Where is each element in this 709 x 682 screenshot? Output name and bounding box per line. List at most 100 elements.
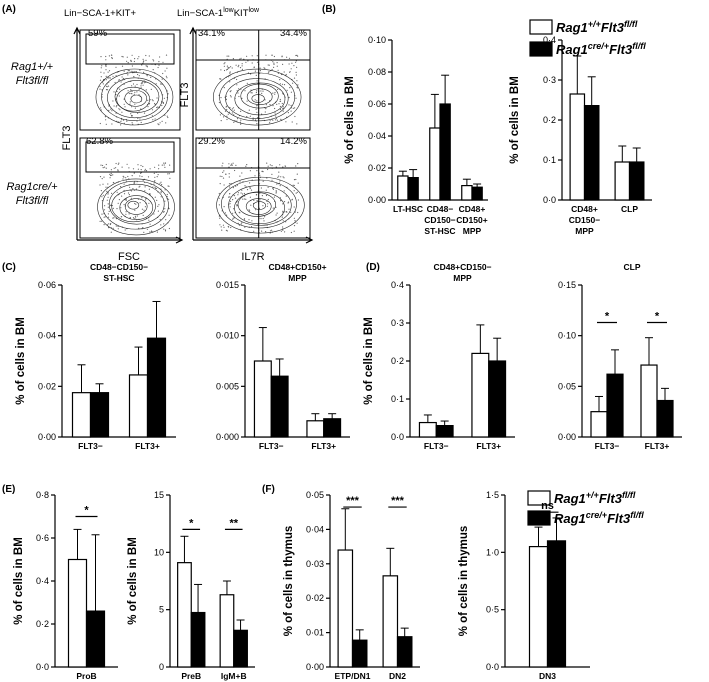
x-category-label: DN3 [539,671,556,681]
flow-event-dot [111,57,113,60]
y-tick-label: 0·05 [306,490,324,500]
flow-event-dot [285,221,287,223]
flow-event-dot [99,184,101,186]
flow-event-dot [271,165,273,167]
flow-event-dot [279,180,281,182]
flow-event-dot [231,67,233,69]
flow-event-dot [290,91,292,93]
flow-event-dot [107,183,109,185]
flow-event-dot [275,206,277,208]
flow-event-dot [137,168,139,170]
flow-event-dot [281,102,283,105]
flow-event-dot [128,92,130,95]
flow-event-dot [265,231,267,233]
flow-event-dot [219,175,221,177]
flow-event-dot [282,166,284,168]
flow-event-dot [229,206,231,208]
flow-event-dot [251,220,253,222]
flow-y-label-2: FLT3 [179,83,191,108]
legend-label-wt: Rag1+/+Flt3fl/fl [556,19,638,35]
flow-event-dot [121,65,124,67]
flow-event-dot [115,75,117,77]
flow-event-dot [140,164,142,167]
flow-event-dot [162,211,165,213]
flow-event-dot [290,68,292,70]
flow-event-dot [126,120,128,122]
flow-event-dot [99,79,102,81]
x-category-label: FLT3+ [476,441,501,451]
flow-event-dot [275,214,277,216]
flow-event-dot [230,164,232,166]
bar-wt [128,374,149,438]
flow-event-dot [296,222,298,224]
flow-event-dot [139,202,141,204]
flow-event-dot [156,176,158,178]
flow-event-dot [167,93,169,95]
flow-event-dot [286,89,288,91]
flow-event-dot [106,190,108,192]
flow-pct-r2c2-right: 14.2% [280,136,307,147]
flow-event-dot [125,211,127,213]
chart-b2: 0·0 0·1 0·2 0·3 0·4 % of cells in BM CD48+ CD15… [509,35,652,236]
flow-event-dot [147,99,149,101]
flow-pct-r2c2-left: 29.2% [198,136,225,147]
flow-event-dot [164,200,166,202]
flow-event-dot [236,184,238,186]
flow-contour [97,178,175,236]
flow-event-dot [153,60,155,62]
flow-event-dot [297,211,299,214]
y-tick-label: 0·0 [486,662,499,672]
flow-event-dot [228,183,231,185]
flow-event-dot [134,70,136,73]
flow-event-dot [164,208,166,210]
flow-event-dot [231,164,233,166]
bar-wt [306,420,325,438]
flow-event-dot [236,90,238,92]
flow-event-dot [223,170,225,172]
flow-event-dot [246,164,248,166]
flow-event-dot [168,173,170,175]
y-tick-label: 0·000 [216,432,239,442]
flow-event-dot [272,92,274,94]
flow-contour [219,72,296,122]
flow-event-dot [130,60,132,62]
bar-ko [583,104,600,201]
flow-event-dot [240,119,242,121]
flow-event-dot [151,99,153,101]
flow-event-dot [167,185,169,187]
flow-event-dot [276,62,278,64]
flow-event-dot [268,71,270,73]
flow-event-dot [266,205,268,207]
flow-event-dot [228,55,230,57]
bar-ko [85,610,106,668]
flow-contour [234,82,286,116]
flow-event-dot [139,175,141,177]
flow-event-dot [137,164,139,166]
flow-event-dot [267,203,269,205]
flow-event-dot [223,226,225,228]
flow-event-dot [275,118,277,120]
legend2-swatch-ko [527,510,551,526]
flow-event-dot [249,115,251,117]
panel-label-f: (F) [262,484,275,495]
flow-row2-genotype-a: Rag1cre/+ [6,181,58,193]
flow-event-dot [230,163,233,165]
flow-event-dot [115,94,117,96]
panel-label-b: (B) [322,4,336,15]
flow-event-dot [137,112,139,114]
flow-event-dot [256,80,258,82]
flow-event-dot [117,225,119,228]
flow-event-dot [237,118,239,120]
flow-row1-genotype-b: Flt3fl/fl [16,75,49,87]
flow-contour [108,183,165,225]
bar-ko [323,418,342,438]
flow-event-dot [237,92,239,94]
flow-event-dot [222,162,224,164]
flow-event-dot [294,220,296,222]
flow-event-dot [226,55,228,57]
flow-event-dot [164,114,166,116]
flow-event-dot [269,164,271,166]
x-category-label: CLP [621,204,638,214]
flow-event-dot [232,217,234,219]
flow-event-dot [142,84,144,86]
